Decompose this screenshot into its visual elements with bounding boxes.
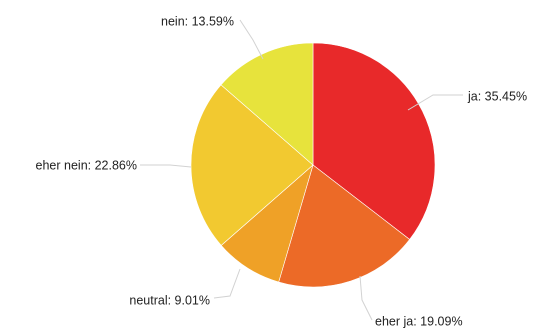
- pie-slices: [190, 42, 436, 288]
- data-label-nein: nein: 13.59%: [161, 14, 234, 28]
- leader-lines: [140, 19, 463, 321]
- data-labels: ja: 35.45% eher ja: 19.09% neutral: 9.01% e…: [36, 14, 528, 328]
- pie-slice-eher-nein: [190, 84, 314, 246]
- data-label-eher-ja: eher ja: 19.09%: [375, 314, 463, 328]
- leader-line-eher-nein: [140, 164, 192, 168]
- pie-slice-nein: [220, 42, 314, 166]
- pie-slice-eher-ja: [278, 164, 411, 288]
- leader-line-eher-ja: [359, 275, 373, 321]
- data-label-ja: ja: 35.45%: [467, 89, 527, 103]
- data-label-eher-nein: eher nein: 22.86%: [36, 158, 137, 172]
- leader-line-neutral: [213, 268, 241, 299]
- pie-slice-ja: [312, 42, 436, 240]
- leader-line-ja: [407, 94, 463, 111]
- data-label-neutral: neutral: 9.01%: [129, 293, 210, 307]
- leader-line-nein: [239, 19, 264, 60]
